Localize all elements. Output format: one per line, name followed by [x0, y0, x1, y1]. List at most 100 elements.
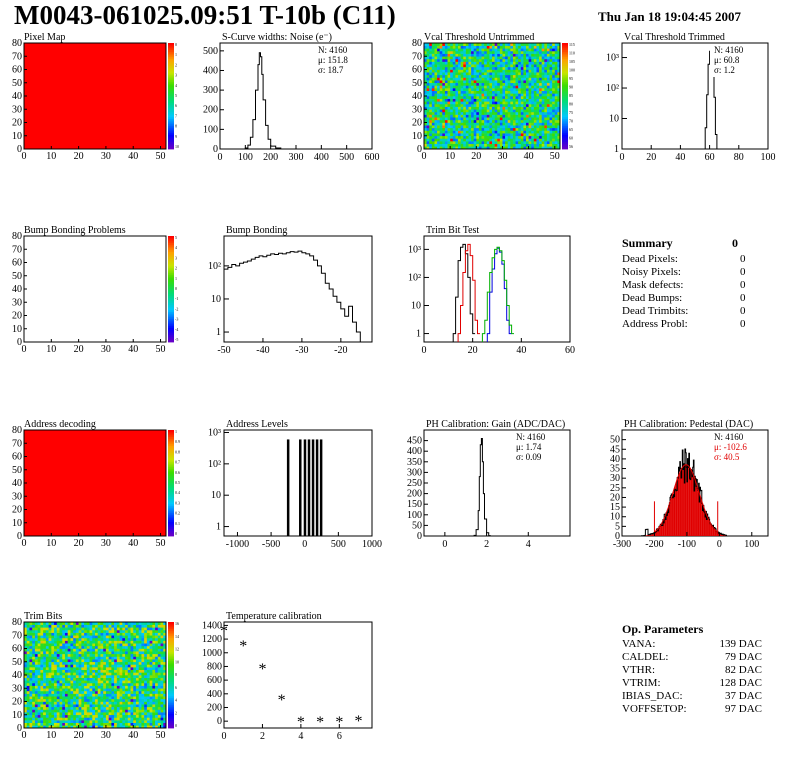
heatmap-cell	[116, 627, 120, 631]
heatmap-cell	[34, 682, 38, 686]
heatmap-cell	[122, 672, 126, 676]
heatmap-cell	[437, 114, 440, 118]
heatmap-cell	[518, 64, 522, 68]
heatmap-cell	[554, 122, 558, 126]
colorbar-segment	[168, 437, 174, 440]
heatmap-cell	[125, 706, 129, 710]
heatmap-cell	[523, 101, 527, 105]
heatmap-cell	[492, 66, 495, 70]
heatmap-cell	[552, 77, 556, 81]
heatmap-cell	[122, 709, 126, 713]
heatmap-cell	[507, 66, 511, 70]
heatmap-cell	[444, 122, 448, 126]
heatmap-cell	[29, 640, 33, 644]
heatmap-cell	[546, 85, 550, 89]
heatmap-cell	[37, 659, 41, 663]
heatmap-cell	[526, 109, 529, 113]
heatmap-cell	[541, 98, 545, 102]
heatmap-cell	[78, 720, 82, 723]
heatmap-cell	[26, 635, 30, 639]
heatmap-cell	[437, 90, 440, 94]
heatmap-cell	[45, 640, 49, 644]
heatmap-cell	[130, 640, 134, 644]
heatmap-cell	[510, 56, 514, 60]
heatmap-cell	[138, 672, 142, 676]
heatmap-cell	[78, 651, 82, 655]
heatmap-cell	[544, 69, 548, 73]
heatmap-cell	[494, 146, 498, 150]
heatmap-cell	[48, 712, 52, 716]
heatmap-cell	[544, 53, 548, 57]
heatmap-cell	[539, 48, 542, 52]
heatmap-cell	[138, 627, 142, 631]
heatmap-cell	[465, 50, 469, 54]
heatmap-cell	[434, 72, 438, 76]
heatmap-cell	[549, 69, 553, 73]
heatmap-cell	[450, 146, 454, 150]
colorbar-segment	[562, 143, 568, 146]
heatmap-cell	[86, 667, 90, 670]
heatmap-cell	[552, 66, 556, 70]
heatmap-cell	[546, 143, 550, 147]
heatmap-cell	[460, 61, 464, 65]
heatmap-cell	[127, 672, 131, 676]
heatmap-cell	[468, 119, 472, 123]
heatmap-cell	[486, 146, 490, 150]
heatmap-cell	[523, 111, 527, 115]
heatmap-cell	[465, 64, 469, 68]
heatmap-cell	[437, 61, 440, 65]
heatmap-cell	[478, 130, 482, 134]
heatmap-cell	[515, 103, 519, 107]
colorbar-segment	[168, 710, 174, 713]
heatmap-cell	[127, 664, 131, 668]
heatmap-cell	[447, 43, 451, 46]
heatmap-cell	[70, 698, 74, 702]
heatmap-cell	[476, 61, 480, 65]
heatmap-cell	[160, 722, 164, 726]
heatmap-cell	[554, 43, 558, 46]
heatmap-cell	[24, 685, 28, 689]
heatmap-cell	[510, 43, 514, 46]
y-tick-label: 70	[412, 51, 422, 62]
heatmap-cell	[523, 43, 527, 46]
heatmap-cell	[157, 685, 161, 689]
heatmap-cell	[531, 117, 535, 121]
heatmap-cell	[518, 58, 522, 62]
heatmap-cell	[43, 720, 47, 723]
heatmap-cell	[100, 667, 104, 670]
colorbar-segment	[168, 266, 174, 269]
heatmap-cell	[539, 72, 542, 76]
heatmap-cell	[32, 714, 36, 718]
heatmap-cell	[100, 680, 104, 684]
colorbar-segment	[168, 87, 174, 90]
heatmap-cell	[84, 701, 88, 705]
heatmap-cell	[24, 698, 28, 702]
heatmap-cell	[505, 141, 508, 144]
heatmap-cell	[515, 130, 519, 134]
heatmap-cell	[43, 635, 47, 639]
heatmap-cell	[157, 635, 161, 639]
heatmap-cell	[95, 698, 99, 702]
heatmap-cell	[450, 101, 454, 105]
heatmap-cell	[103, 640, 107, 644]
heatmap-cell	[494, 43, 498, 46]
heatmap-cell	[484, 106, 488, 110]
heatmap-cell	[539, 141, 542, 144]
heatmap-cell	[95, 696, 99, 700]
heatmap-cell	[125, 643, 129, 647]
heatmap-cell	[489, 109, 493, 113]
heatmap-cell	[125, 659, 129, 663]
heatmap-cell	[133, 653, 137, 657]
heatmap-cell	[108, 712, 112, 716]
colorbar-segment	[168, 140, 174, 143]
heatmap-cell	[163, 661, 167, 665]
heatmap-cell	[471, 85, 474, 89]
heatmap-cell	[536, 58, 540, 62]
heatmap-cell	[122, 722, 126, 726]
heatmap-cell	[549, 117, 553, 121]
heatmap-cell	[81, 706, 85, 710]
heatmap-cell	[48, 643, 52, 647]
heatmap-cell	[429, 80, 433, 84]
heatmap-cell	[458, 103, 461, 107]
heatmap-cell	[444, 141, 448, 144]
